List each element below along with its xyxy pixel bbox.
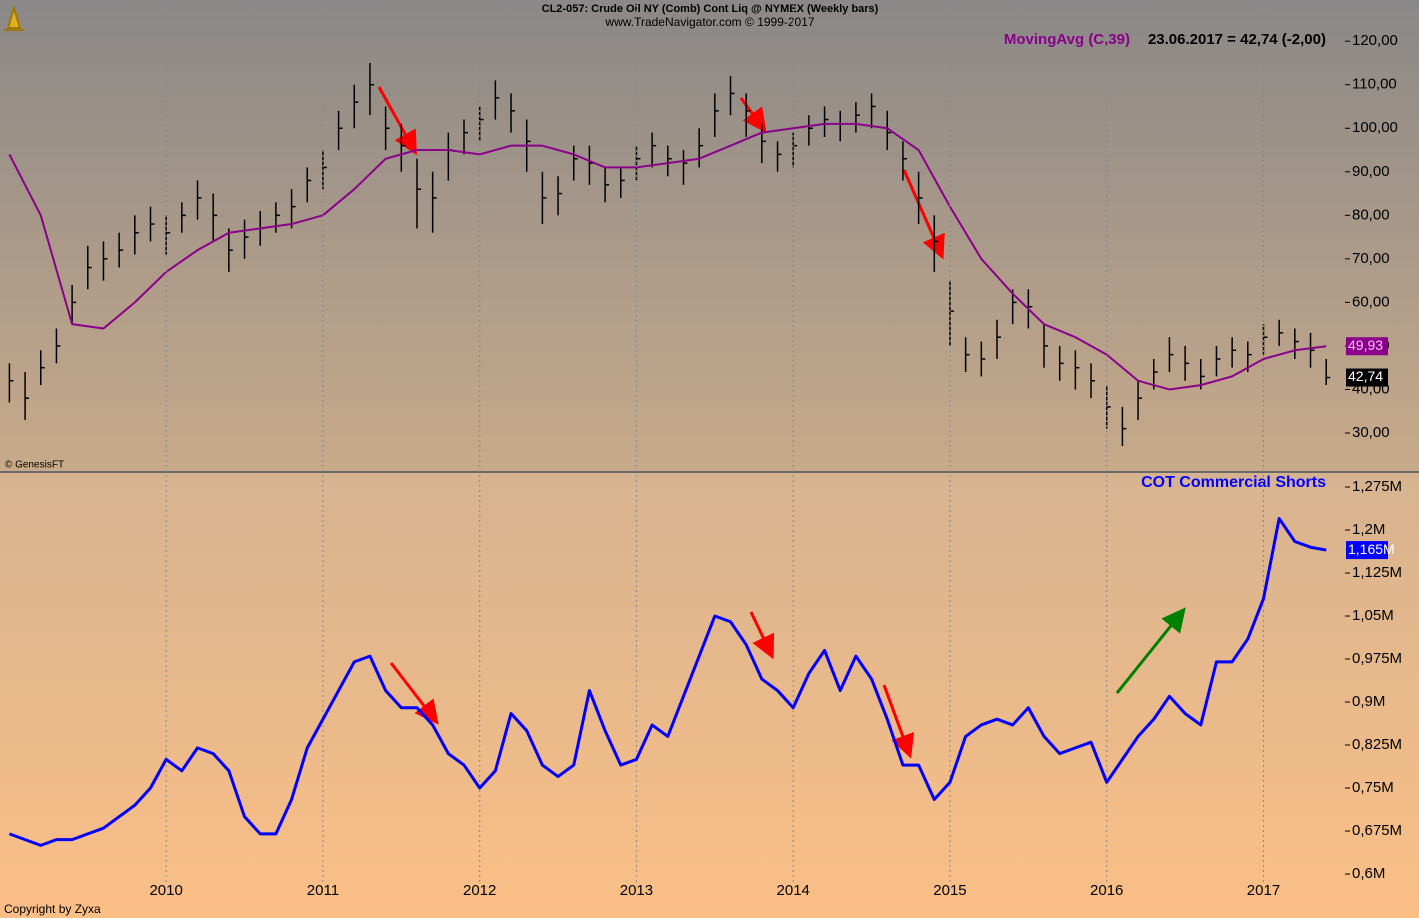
- chart-title: CL2-057: Crude Oil NY (Comb) Cont Liq @ …: [542, 3, 879, 15]
- y-tick-label: 0,675M: [1352, 822, 1402, 839]
- last-value-box: [1346, 368, 1388, 387]
- bottom-panel-bg: [0, 472, 1419, 918]
- y-tick-label: 60,00: [1352, 293, 1390, 310]
- y-tick-label: 70,00: [1352, 250, 1390, 267]
- last-value-label: 49,93: [1348, 337, 1383, 353]
- y-tick-label: 90,00: [1352, 163, 1390, 180]
- y-tick-label: 30,00: [1352, 424, 1390, 441]
- credit: © GenesisFT: [5, 460, 64, 471]
- x-tick-label: 2017: [1247, 882, 1280, 899]
- legend-entry: MovingAvg (C,39): [1004, 31, 1130, 48]
- x-tick-label: 2014: [777, 882, 810, 899]
- last-value-box: [1346, 337, 1388, 356]
- chart-subtitle: www.TradeNavigator.com © 1999-2017: [604, 15, 814, 29]
- last-value-label: 1,165M: [1348, 541, 1395, 557]
- y-tick-label: 1,05M: [1352, 607, 1394, 624]
- legend-entry: COT Commercial Shorts: [1141, 474, 1326, 491]
- x-tick-label: 2011: [307, 882, 339, 899]
- x-tick-label: 2012: [463, 882, 496, 899]
- logo: [4, 4, 24, 31]
- y-tick-label: 0,975M: [1352, 650, 1402, 667]
- y-tick-label: 1,275M: [1352, 478, 1402, 495]
- y-tick-label: 100,00: [1352, 119, 1398, 136]
- y-tick-label: 0,75M: [1352, 779, 1394, 796]
- y-tick-label: 110,00: [1352, 76, 1397, 93]
- y-tick-label: 120,00: [1352, 32, 1398, 49]
- y-tick-label: 1,2M: [1352, 521, 1385, 538]
- y-tick-label: 0,9M: [1352, 693, 1385, 710]
- x-tick-label: 2010: [149, 882, 182, 899]
- x-tick-label: 2013: [620, 882, 653, 899]
- annotation: 23.06.2017 = 42,74 (-2,00): [1148, 31, 1326, 48]
- series-line: [8, 122, 1327, 391]
- arrows: [377, 86, 1186, 759]
- y-tick-label: 1,125M: [1352, 564, 1402, 581]
- y-tick-label: 80,00: [1352, 206, 1390, 223]
- footer: Copyright by Zyxa: [4, 902, 101, 916]
- last-value-box: [1346, 541, 1388, 560]
- last-value-label: 42,74: [1348, 368, 1383, 384]
- y-tick-label: 0,6M: [1352, 865, 1385, 882]
- x-tick-label: 2015: [933, 882, 966, 899]
- y-tick-label: 0,825M: [1352, 736, 1402, 753]
- series-line: [8, 517, 1327, 847]
- x-tick-label: 2016: [1090, 882, 1123, 899]
- top-panel-bg: [0, 0, 1419, 472]
